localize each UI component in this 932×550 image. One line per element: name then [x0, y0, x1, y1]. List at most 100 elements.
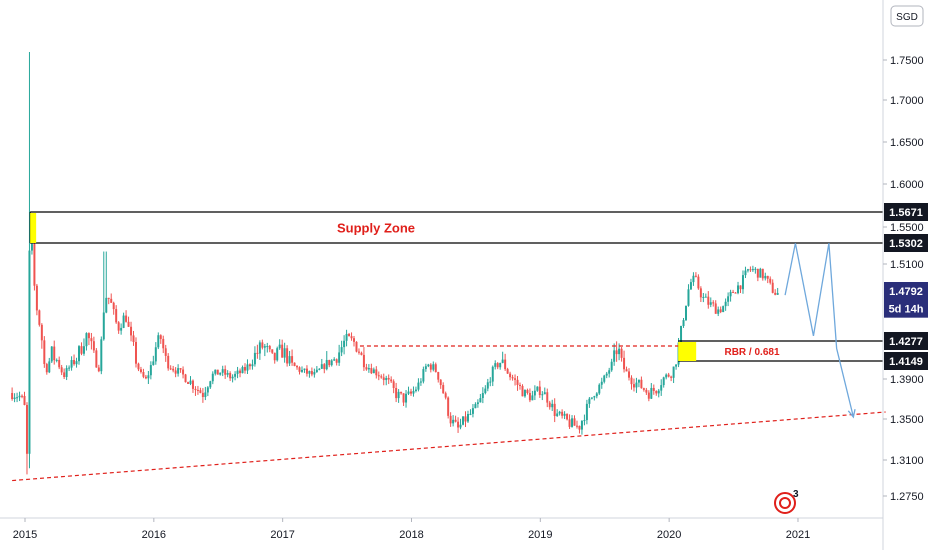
candle-body: [756, 268, 759, 278]
candle: [605, 371, 608, 379]
candle-body: [751, 269, 754, 271]
candle-body: [187, 382, 190, 384]
candle: [273, 352, 276, 364]
candle: [395, 382, 398, 403]
candle: [112, 301, 115, 315]
candle-body: [640, 379, 643, 389]
candle-body: [511, 377, 514, 379]
candle-body: [40, 324, 43, 341]
candle: [231, 374, 234, 383]
candle-body: [293, 362, 296, 367]
candle: [333, 357, 336, 362]
candle-body: [496, 363, 499, 368]
candle-body: [670, 376, 673, 378]
candle-body: [348, 333, 351, 337]
candle-body: [367, 368, 370, 370]
candle: [486, 378, 489, 392]
candle-body: [504, 359, 507, 370]
y-tick-label: 1.5500: [890, 222, 924, 234]
candle: [548, 400, 551, 410]
price-axis[interactable]: 1.7500 1.7000 1.6500 1.6000 1.5500 1.5100 1.39…: [883, 55, 924, 503]
candle-body: [298, 367, 301, 372]
candle-body: [167, 355, 170, 369]
candle: [187, 381, 190, 384]
candle-body: [571, 418, 574, 427]
candle: [130, 321, 133, 342]
candle-body: [305, 368, 308, 374]
candle-body: [80, 346, 83, 354]
candle: [370, 363, 373, 375]
candle-body: [424, 366, 427, 370]
candle-body: [724, 301, 727, 307]
candle: [298, 366, 301, 375]
candle: [590, 397, 593, 400]
candle-body: [63, 372, 66, 378]
candle: [437, 371, 440, 383]
candle-body: [734, 292, 737, 294]
candle-body: [647, 392, 650, 399]
candle: [600, 377, 603, 389]
candle-body: [53, 346, 56, 361]
candle-body: [771, 282, 774, 293]
y-tick-label: 1.7500: [890, 55, 924, 67]
candle: [172, 365, 175, 373]
candle-body: [590, 397, 593, 399]
candle: [580, 420, 583, 435]
candle-body: [82, 346, 85, 354]
brand-logo-icon: 3: [774, 489, 799, 514]
candle: [196, 385, 199, 395]
candle: [771, 279, 774, 294]
candle: [263, 343, 266, 357]
candle: [18, 391, 21, 402]
candle: [412, 386, 415, 397]
currency-button[interactable]: SGD: [890, 5, 924, 27]
candle: [365, 363, 368, 371]
candle-body: [761, 268, 764, 279]
candle: [526, 388, 529, 395]
candle: [561, 409, 564, 419]
candle-body: [328, 360, 331, 366]
candle: [566, 413, 569, 421]
price-tag-label: 1.5671: [889, 207, 923, 219]
candle: [444, 391, 447, 400]
candle: [687, 284, 690, 307]
candle: [385, 375, 388, 386]
candle-body: [608, 370, 611, 374]
candle: [139, 366, 142, 374]
candle: [251, 359, 254, 370]
candle: [357, 348, 360, 355]
candle: [694, 272, 697, 278]
price-tag-box: [884, 203, 928, 221]
candle: [665, 373, 668, 380]
candle-body: [60, 367, 63, 373]
candle: [142, 368, 145, 379]
candle: [568, 414, 571, 429]
candle-body: [392, 381, 395, 388]
candle: [541, 391, 544, 401]
candle: [82, 338, 85, 356]
candle-body: [437, 372, 440, 380]
candle-body: [320, 364, 323, 369]
candle-body: [45, 364, 48, 373]
time-axis[interactable]: 2015 2016 2017 2018 2019 2020 2021: [13, 518, 810, 541]
candle: [402, 393, 405, 406]
candle: [328, 359, 331, 368]
candle: [63, 368, 66, 379]
candle: [635, 377, 638, 393]
candle-body: [55, 359, 58, 361]
candle-body: [219, 372, 222, 375]
candle: [45, 362, 48, 375]
candle-body: [92, 341, 95, 351]
candle-body: [481, 393, 484, 399]
candle-body: [16, 397, 19, 399]
candle-body: [340, 347, 343, 353]
candle-body: [573, 418, 576, 426]
candle: [409, 388, 412, 396]
candle-body: [35, 285, 38, 311]
candle-body: [494, 363, 497, 367]
candle-body: [650, 387, 653, 399]
projection-arrow-head: [847, 409, 856, 419]
candle-body: [216, 369, 219, 375]
candle-body: [142, 372, 145, 377]
